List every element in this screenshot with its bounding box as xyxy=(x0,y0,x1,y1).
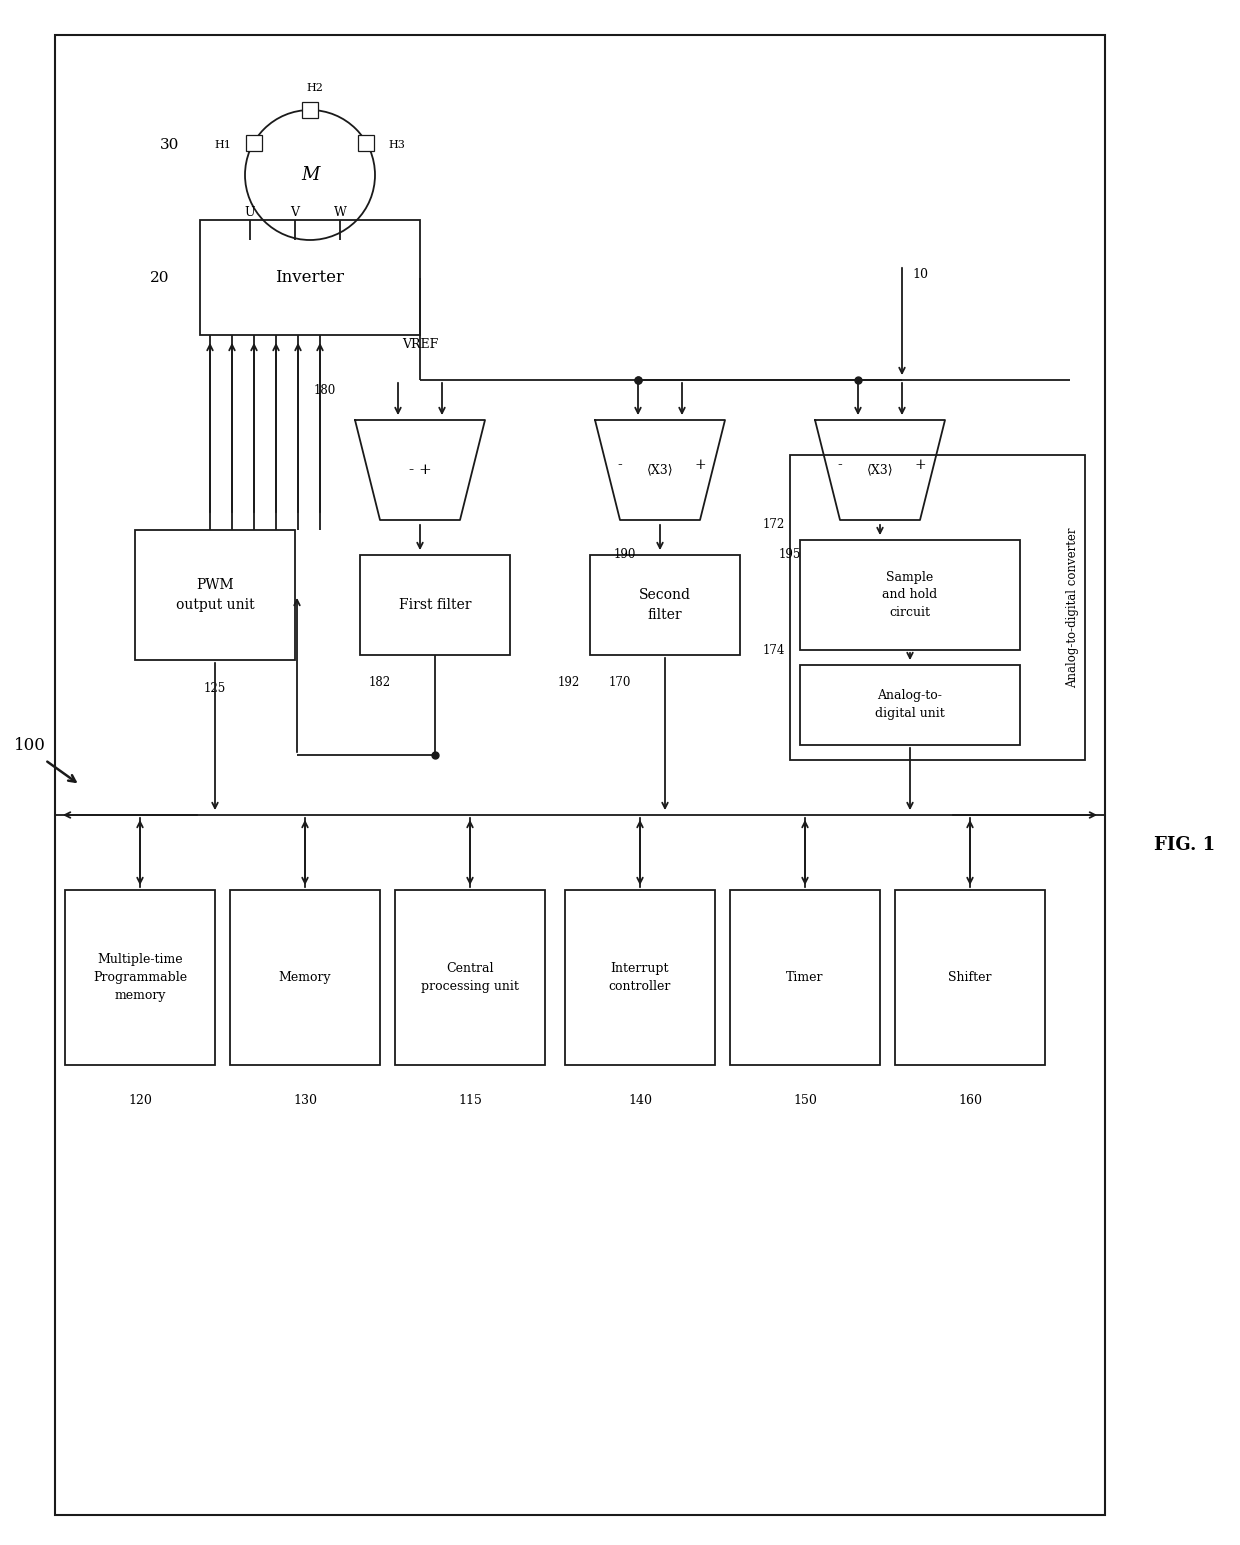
Bar xyxy=(246,134,262,150)
Text: H2: H2 xyxy=(306,83,324,93)
Text: 172: 172 xyxy=(763,519,785,531)
Text: 140: 140 xyxy=(627,1094,652,1106)
Text: VREF: VREF xyxy=(402,338,438,352)
Bar xyxy=(229,890,379,1065)
Bar xyxy=(730,890,880,1065)
Bar xyxy=(358,134,374,150)
Text: +: + xyxy=(694,457,706,473)
Bar xyxy=(800,541,1021,650)
Text: 160: 160 xyxy=(959,1094,982,1106)
Text: 174: 174 xyxy=(763,644,785,657)
Text: 180: 180 xyxy=(314,383,336,397)
Text: -: - xyxy=(838,457,842,473)
Text: FIG. 1: FIG. 1 xyxy=(1154,836,1215,854)
Text: Analog-to-
digital unit: Analog-to- digital unit xyxy=(875,689,945,720)
Bar xyxy=(303,102,317,117)
Text: Multiple-time
Programmable
memory: Multiple-time Programmable memory xyxy=(93,953,187,1003)
Text: Inverter: Inverter xyxy=(275,269,345,286)
Text: Second
filter: Second filter xyxy=(639,589,691,621)
Text: 115: 115 xyxy=(458,1094,482,1106)
Text: ⟨X3⟩: ⟨X3⟩ xyxy=(867,464,893,476)
Bar xyxy=(396,890,546,1065)
Text: Analog-to-digital converter: Analog-to-digital converter xyxy=(1066,527,1080,688)
Text: Timer: Timer xyxy=(786,970,823,984)
Text: 182: 182 xyxy=(370,677,391,689)
Text: 30: 30 xyxy=(160,138,180,151)
Bar xyxy=(135,530,295,660)
Text: V: V xyxy=(290,205,300,218)
Text: 192: 192 xyxy=(558,677,580,689)
Bar xyxy=(800,664,1021,745)
Bar xyxy=(200,219,420,335)
Text: ⟨X3⟩: ⟨X3⟩ xyxy=(647,464,673,476)
Text: Shifter: Shifter xyxy=(949,970,992,984)
Bar xyxy=(790,454,1085,760)
Text: First filter: First filter xyxy=(399,598,471,612)
Bar xyxy=(590,555,740,655)
Text: 125: 125 xyxy=(203,681,226,695)
Text: PWM
output unit: PWM output unit xyxy=(176,578,254,612)
Text: 195: 195 xyxy=(779,548,801,561)
Text: Memory: Memory xyxy=(279,970,331,984)
Text: -: - xyxy=(618,457,622,473)
Text: 130: 130 xyxy=(293,1094,317,1106)
Text: - +: - + xyxy=(409,464,432,477)
Text: 10: 10 xyxy=(911,269,928,281)
Text: 190: 190 xyxy=(614,548,636,561)
Text: H3: H3 xyxy=(388,141,405,150)
Text: 20: 20 xyxy=(150,270,170,284)
Text: H1: H1 xyxy=(215,141,232,150)
Bar xyxy=(55,36,1105,1516)
Bar xyxy=(64,890,215,1065)
Bar xyxy=(360,555,510,655)
Text: U: U xyxy=(244,205,255,218)
Text: Interrupt
controller: Interrupt controller xyxy=(609,963,671,993)
Bar xyxy=(895,890,1045,1065)
Text: +: + xyxy=(914,457,926,473)
Text: 120: 120 xyxy=(128,1094,153,1106)
Text: W: W xyxy=(334,205,346,218)
Text: 100: 100 xyxy=(14,737,46,754)
Bar xyxy=(565,890,715,1065)
Text: 150: 150 xyxy=(794,1094,817,1106)
Text: Central
processing unit: Central processing unit xyxy=(422,963,518,993)
Text: 170: 170 xyxy=(609,677,631,689)
Text: Sample
and hold
circuit: Sample and hold circuit xyxy=(883,570,937,620)
Text: M: M xyxy=(301,165,319,184)
